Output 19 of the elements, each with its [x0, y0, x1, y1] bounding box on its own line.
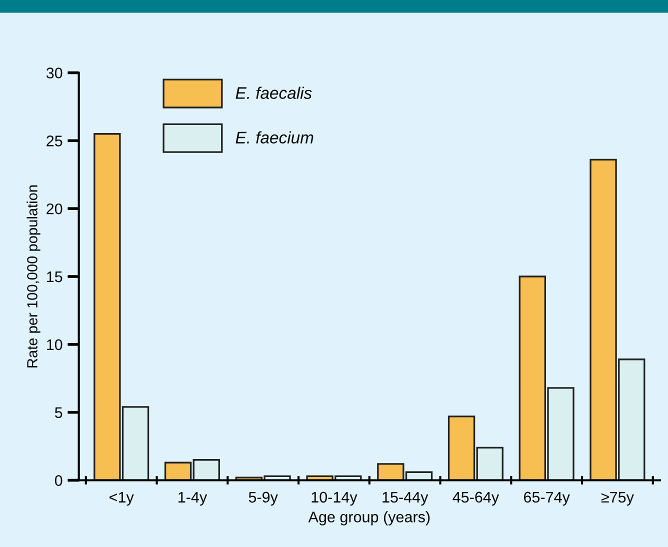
y-tick-label: 20	[46, 203, 62, 214]
x-tick-label: 10-14y	[312, 492, 358, 506]
y-tick-label: 25	[46, 136, 62, 146]
y-axis-title: Rate per 100,000 population	[26, 185, 40, 368]
legend-label: E. faecalis	[236, 86, 312, 99]
x-tick-label: <1y	[110, 492, 134, 506]
y-tick-label: 5	[54, 407, 62, 418]
x-axis-title: Age group (years)	[308, 511, 430, 526]
y-tick-label: 30	[46, 68, 62, 78]
x-tick-label: 5-9y	[248, 492, 278, 506]
x-tick-label: 45-64y	[452, 492, 500, 506]
y-tick-label: 10	[47, 339, 62, 350]
y-tick-label: 0	[54, 475, 62, 486]
legend-label: E. faecium	[236, 131, 314, 144]
x-tick-label: 1-4y	[178, 492, 208, 506]
x-tick-label: 65-74y	[524, 492, 570, 506]
x-tick-label: ≥75y	[601, 492, 634, 506]
y-tick-label: 15	[47, 272, 62, 282]
x-tick-label: 15-44y	[382, 492, 428, 506]
